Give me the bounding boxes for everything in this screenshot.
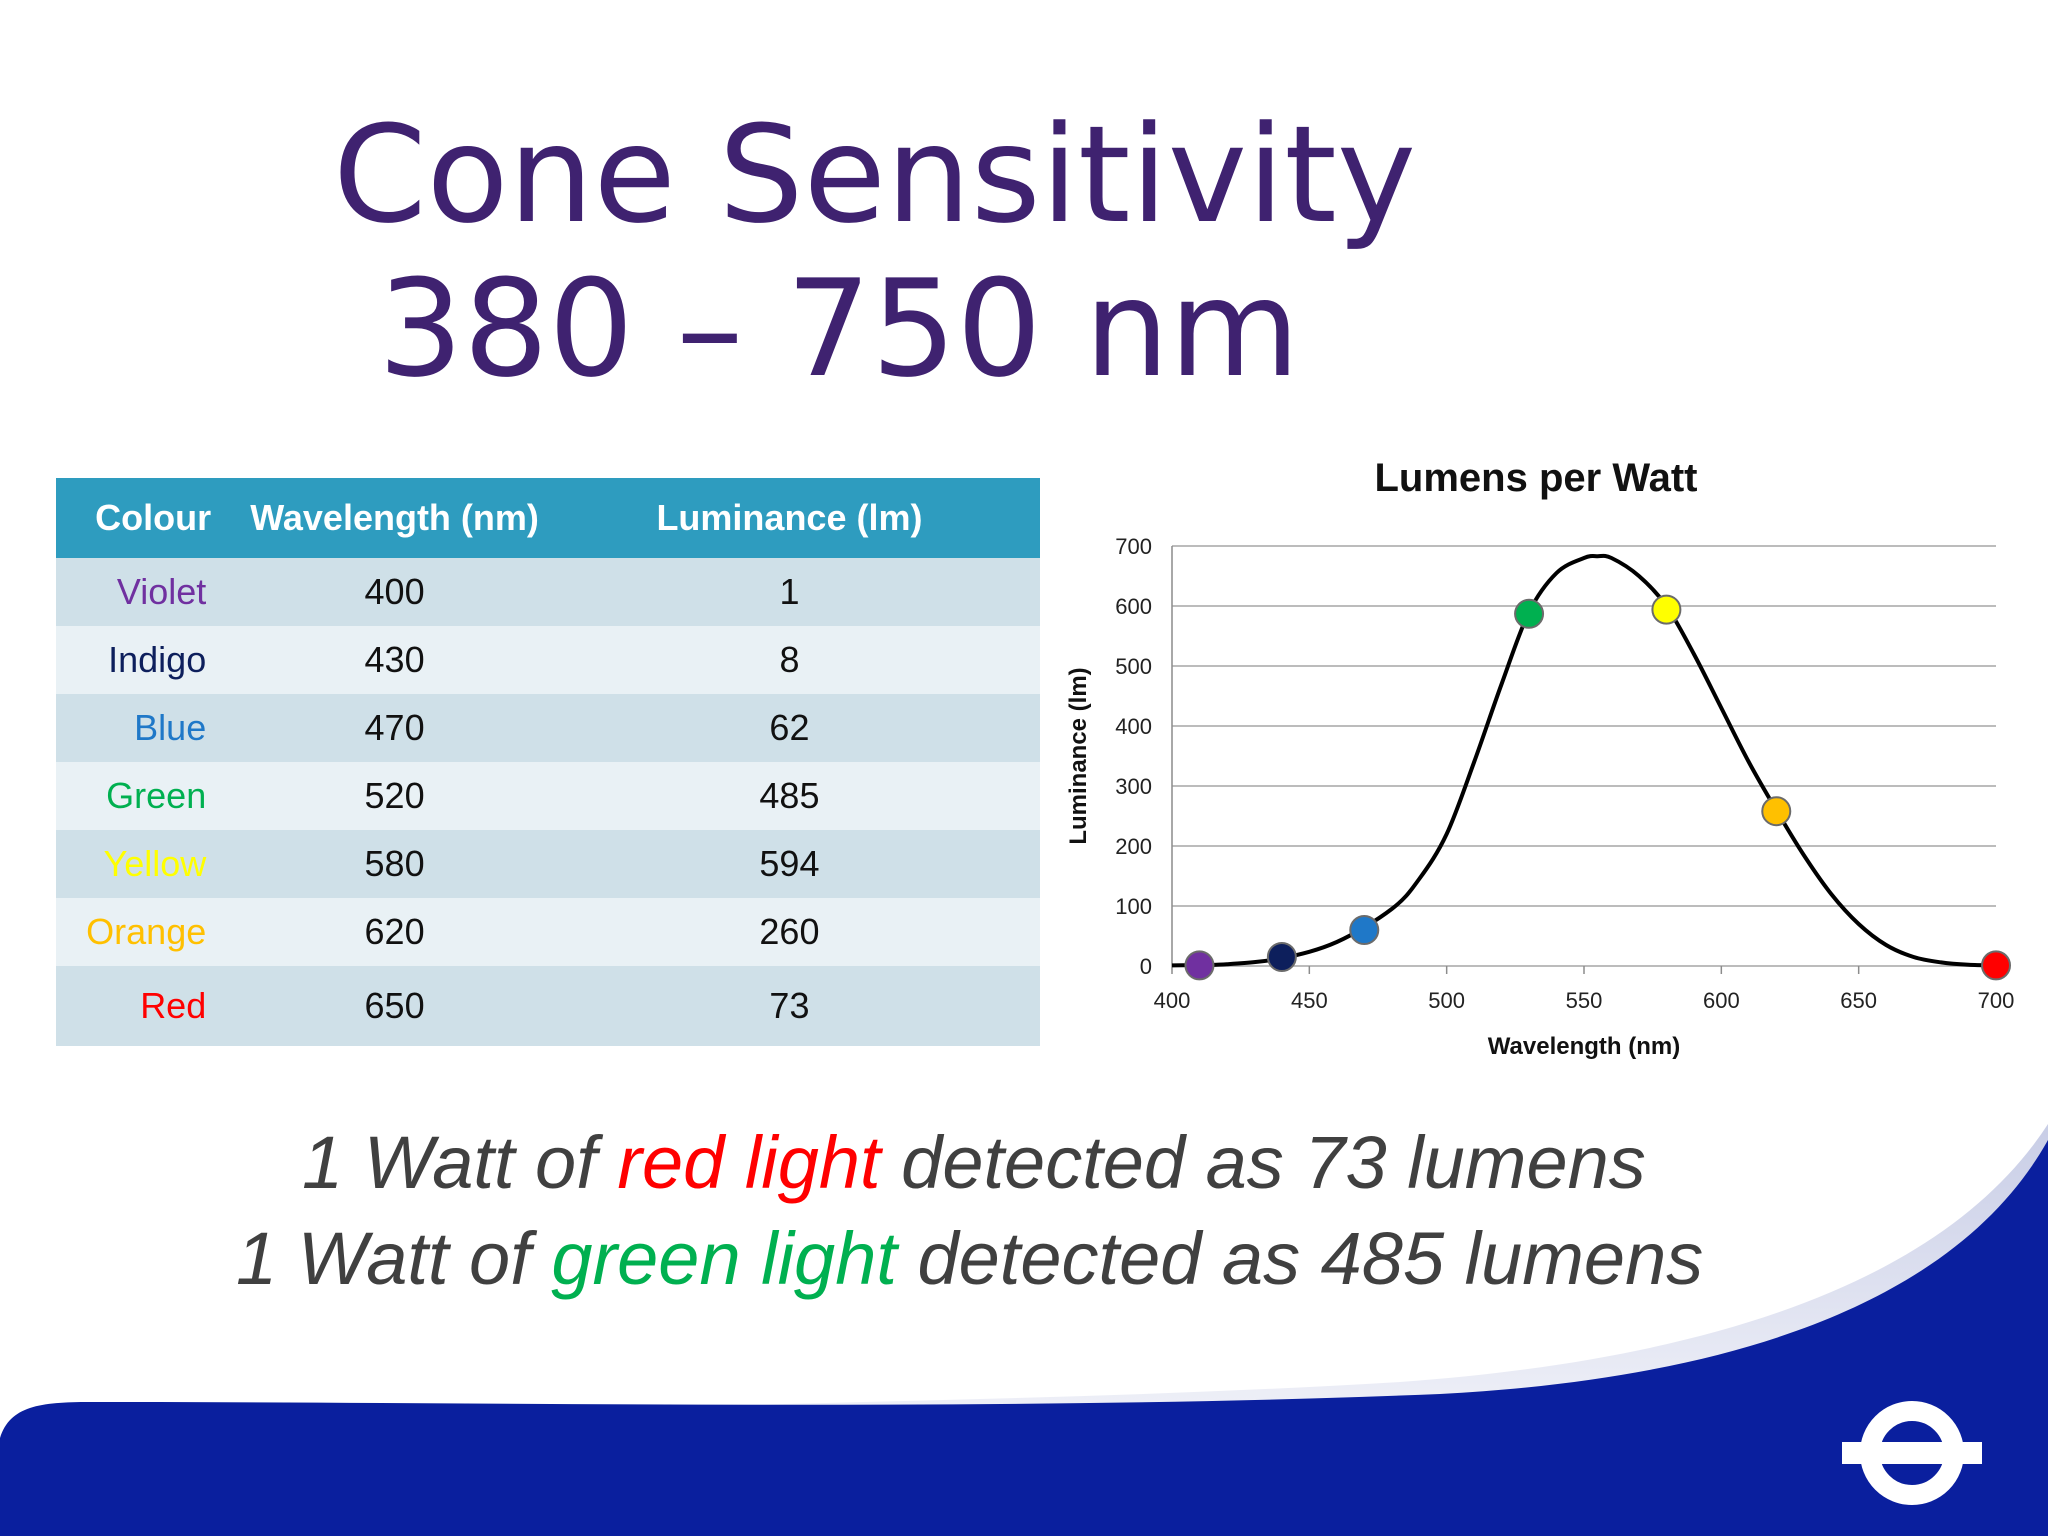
y-tick-label: 100 [1115,894,1152,919]
sensitivity-curve [1171,553,1997,968]
y-tick-label: 500 [1115,654,1152,679]
lumens-chart: 0 100 200 300 400 500 600 700 400 450 500 550 600 650… [1065,534,2015,1060]
cell-wavelength: 470 [250,694,539,762]
table-row: Orange 620 260 [56,898,1040,966]
cell-luminance: 260 [538,898,1040,966]
x-tick-label: 550 [1566,988,1603,1013]
caption1-pre: 1 Watt of [302,1121,618,1204]
cell-colour: Green [56,762,251,830]
table-row: Yellow 580 594 [56,830,1040,898]
y-tick-label: 200 [1115,834,1152,859]
wave-band [0,1140,2048,1536]
cell-luminance: 1 [538,558,1040,626]
y-tick-label: 0 [1140,954,1152,979]
roundel-logo [1842,1401,1982,1505]
data-point [1651,594,1682,625]
y-tick-label: 400 [1115,714,1152,739]
y-tick-label: 600 [1115,594,1152,619]
slide-title-line1: Cone Sensitivity [333,97,1417,253]
cell-colour: Blue [56,694,251,762]
y-axis-label: Luminance (lm) [1065,667,1092,844]
caption2-post: detected as 485 lumens [896,1217,1704,1300]
table-row: Blue 470 62 [56,694,1040,762]
cell-luminance: 62 [538,694,1040,762]
cell-luminance: 485 [538,762,1040,830]
cell-colour: Red [56,966,251,1046]
cell-luminance: 594 [538,830,1040,898]
header-wavelength: Wavelength (nm) [250,478,539,558]
x-axis-label: Wavelength (nm) [1488,1033,1680,1060]
cell-luminance: 73 [538,966,1040,1046]
data-point [1184,950,1215,981]
header-colour: Colour [56,478,251,558]
cell-colour: Violet [56,558,251,626]
cell-wavelength: 650 [250,966,539,1046]
caption1-highlight: red light [617,1121,881,1204]
x-tick-label: 400 [1154,988,1191,1013]
data-point [1761,796,1792,827]
caption2-highlight: green light [551,1217,897,1300]
header-luminance: Luminance (lm) [538,478,1040,558]
data-point [1981,950,2011,981]
data-point [1266,942,1297,972]
cell-wavelength: 400 [250,558,539,626]
cell-colour: Orange [56,898,251,966]
colour-table: Colour Wavelength (nm) Luminance (lm) Vi… [56,478,1040,1046]
caption-line2: 1 Watt of green light detected as 485 lu… [236,1216,1703,1301]
cell-wavelength: 620 [250,898,539,966]
x-tick-label: 600 [1703,988,1740,1013]
table-row: Red 650 73 [56,966,1040,1046]
data-point [1349,915,1380,945]
caption2-pre: 1 Watt of [236,1217,552,1300]
caption1-post: detected as 73 lumens [880,1121,1646,1204]
cell-wavelength: 580 [250,830,539,898]
cell-colour: Yellow [56,830,251,898]
cell-wavelength: 520 [250,762,539,830]
table-row: Indigo 430 8 [56,626,1040,694]
table-header-row: Colour Wavelength (nm) Luminance (lm) [56,478,1040,558]
cell-colour: Indigo [56,626,251,694]
x-tick-label: 650 [1840,988,1877,1013]
x-tick-label: 450 [1291,988,1328,1013]
cell-wavelength: 430 [250,626,539,694]
y-tick-label: 700 [1115,534,1152,559]
y-tick-label: 300 [1115,774,1152,799]
slide-title-line2: 380 – 750 nm [378,251,1300,407]
x-tick-label: 700 [1978,988,2015,1013]
cell-luminance: 8 [538,626,1040,694]
caption-line1: 1 Watt of red light detected as 73 lumen… [302,1120,1646,1205]
table-row: Violet 400 1 [56,558,1040,626]
chart-title: Lumens per Watt [1374,456,1698,500]
x-tick-label: 500 [1428,988,1465,1013]
data-point [1514,598,1545,629]
table-row: Green 520 485 [56,762,1040,830]
